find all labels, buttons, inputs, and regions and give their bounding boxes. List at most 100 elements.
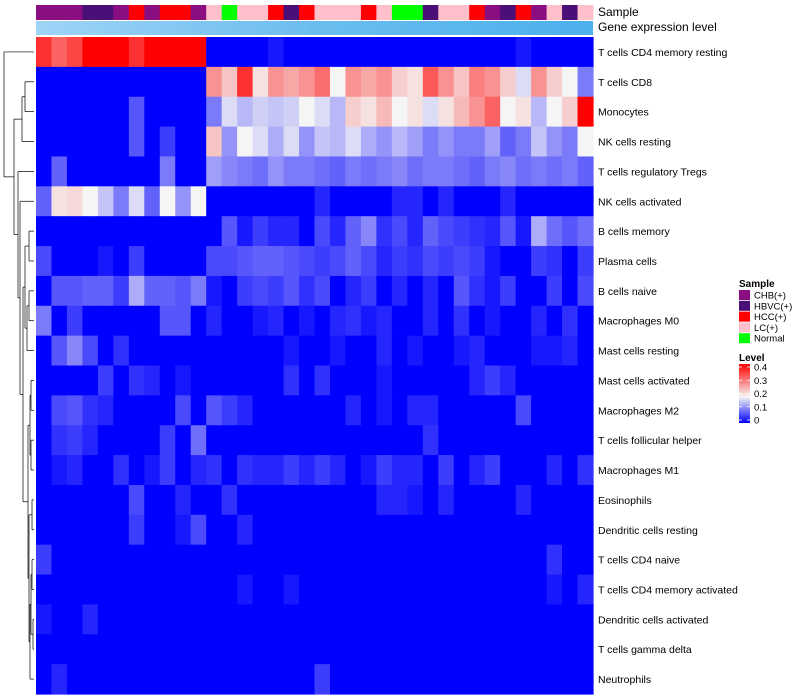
heatmap-cell xyxy=(299,544,316,576)
heatmap-cell xyxy=(206,37,223,68)
row-label: NK cells resting xyxy=(598,137,671,149)
heatmap-cell xyxy=(51,335,68,367)
heatmap-cell xyxy=(360,544,377,576)
heatmap-cell xyxy=(562,37,579,68)
heatmap-cell xyxy=(159,275,176,307)
row-label: T cells regulatory Tregs xyxy=(598,166,707,178)
level-legend-tick-label: 0 xyxy=(754,416,759,427)
heatmap-cell xyxy=(51,604,68,635)
heatmap-cell xyxy=(175,574,192,606)
heatmap-cell xyxy=(345,335,362,367)
heatmap-cell xyxy=(546,246,563,277)
heatmap-cell xyxy=(128,365,145,396)
heatmap-cell xyxy=(252,365,269,396)
heatmap-cell xyxy=(515,664,532,695)
sample-annotation-cell xyxy=(577,5,594,20)
heatmap-cell xyxy=(206,305,223,337)
heatmap-cell xyxy=(438,425,455,456)
heatmap-cell xyxy=(36,305,53,337)
heatmap-cell xyxy=(484,275,501,307)
sample-annotation-cell xyxy=(407,5,424,20)
heatmap-cell xyxy=(299,335,316,367)
heatmap-cell xyxy=(515,275,532,307)
heatmap-cell xyxy=(221,544,238,576)
heatmap-cell xyxy=(314,544,331,576)
heatmap-cell xyxy=(484,186,501,217)
heatmap-cell xyxy=(252,275,269,307)
sample-legend-title: Sample xyxy=(739,279,775,290)
heatmap-cell xyxy=(438,604,455,635)
heatmap-cell xyxy=(360,37,377,68)
heatmap-cell xyxy=(190,96,207,128)
heatmap-cell xyxy=(577,484,594,516)
heatmap-cell xyxy=(422,126,439,158)
heatmap-cell xyxy=(252,604,269,635)
heatmap-cell xyxy=(531,365,548,396)
heatmap-cell xyxy=(531,455,548,486)
heatmap-cell xyxy=(469,484,486,516)
heatmap-cell xyxy=(376,484,393,516)
heatmap-cell xyxy=(82,186,99,217)
heatmap-cell xyxy=(144,335,161,367)
heatmap-cell xyxy=(531,246,548,277)
row-label: B cells memory xyxy=(598,226,671,238)
heatmap-cell xyxy=(562,395,579,426)
heatmap-cell xyxy=(345,425,362,456)
row-label: Mast cells resting xyxy=(598,346,679,358)
heatmap-cell xyxy=(144,544,161,576)
heatmap-cell xyxy=(407,425,424,456)
heatmap-cell xyxy=(422,425,439,456)
heatmap-cell xyxy=(299,305,316,337)
heatmap-cell xyxy=(237,425,254,456)
heatmap-cell xyxy=(221,275,238,307)
heatmap-cell xyxy=(500,634,517,665)
row-label: Neutrophils xyxy=(598,674,651,686)
heatmap-cell xyxy=(36,544,53,576)
heatmap-cell xyxy=(562,425,579,456)
heatmap-cell xyxy=(546,365,563,396)
heatmap-cell xyxy=(438,275,455,307)
heatmap-cell xyxy=(453,126,470,158)
heatmap-cell xyxy=(66,96,84,128)
heatmap-cell xyxy=(484,604,501,635)
heatmap-cell xyxy=(268,604,285,635)
heatmap-cell xyxy=(36,96,53,128)
level-legend-tick-label: 0.1 xyxy=(754,402,767,413)
heatmap-cell xyxy=(175,365,192,396)
heatmap-cell xyxy=(562,514,579,546)
heatmap-cell xyxy=(252,544,269,576)
heatmap-cell xyxy=(36,395,53,426)
sample-annotation-cell xyxy=(113,5,130,20)
heatmap-cell xyxy=(36,634,53,665)
sample-annotation-cell xyxy=(360,5,377,20)
heatmap-cell xyxy=(329,37,347,68)
heatmap-cell xyxy=(546,96,563,128)
heatmap-cell xyxy=(391,514,408,546)
heatmap-cell xyxy=(66,335,84,367)
heatmap-cell xyxy=(469,604,486,635)
heatmap-cell xyxy=(283,275,300,307)
heatmap-cell xyxy=(376,96,393,128)
heatmap-cell xyxy=(577,574,594,606)
heatmap-cell xyxy=(422,634,439,665)
heatmap-cell xyxy=(500,544,517,576)
heatmap-cell xyxy=(484,544,501,576)
heatmap-cell xyxy=(113,484,130,516)
heatmap-cell xyxy=(314,514,331,546)
heatmap-cell xyxy=(438,634,455,665)
heatmap-cell xyxy=(422,455,439,486)
heatmap-cell xyxy=(546,126,563,158)
heatmap-cell xyxy=(391,305,408,337)
heatmap-cell xyxy=(113,574,130,606)
heatmap-cell xyxy=(577,544,594,576)
heatmap-cell xyxy=(206,604,223,635)
heatmap-cell xyxy=(159,66,176,98)
row-label: Macrophages M0 xyxy=(598,316,679,328)
heatmap-cell xyxy=(453,216,470,247)
row-label: Mast cells activated xyxy=(598,375,690,387)
heatmap-cell xyxy=(175,634,192,665)
heatmap-cell xyxy=(391,216,408,247)
heatmap-cell xyxy=(51,275,68,307)
heatmap-cell xyxy=(237,96,254,128)
heatmap-cell xyxy=(484,634,501,665)
